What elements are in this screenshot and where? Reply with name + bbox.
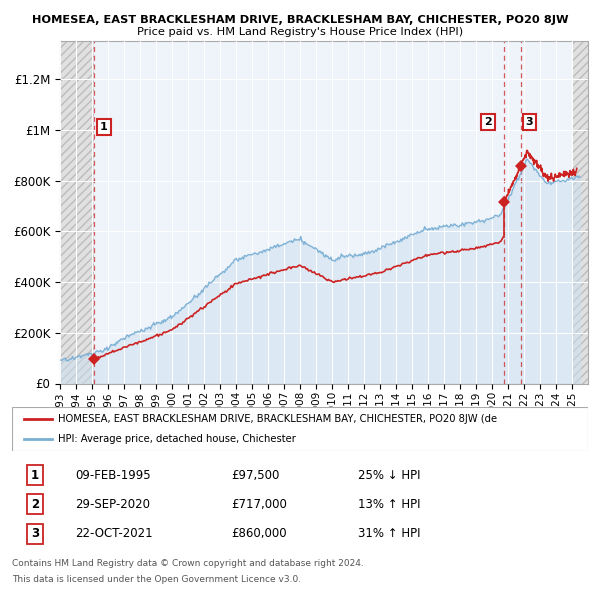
Text: 25% ↓ HPI: 25% ↓ HPI bbox=[358, 468, 420, 481]
Text: 29-SEP-2020: 29-SEP-2020 bbox=[76, 498, 151, 511]
Text: HOMESEA, EAST BRACKLESHAM DRIVE, BRACKLESHAM BAY, CHICHESTER, PO20 8JW: HOMESEA, EAST BRACKLESHAM DRIVE, BRACKLE… bbox=[32, 15, 568, 25]
Text: This data is licensed under the Open Government Licence v3.0.: This data is licensed under the Open Gov… bbox=[12, 575, 301, 584]
Text: 3: 3 bbox=[526, 117, 533, 127]
Text: 1: 1 bbox=[31, 468, 39, 481]
Text: 3: 3 bbox=[31, 527, 39, 540]
Text: 2: 2 bbox=[31, 498, 39, 511]
Text: 31% ↑ HPI: 31% ↑ HPI bbox=[358, 527, 420, 540]
Text: £717,000: £717,000 bbox=[231, 498, 287, 511]
Text: Price paid vs. HM Land Registry's House Price Index (HPI): Price paid vs. HM Land Registry's House … bbox=[137, 27, 463, 37]
Text: HPI: Average price, detached house, Chichester: HPI: Average price, detached house, Chic… bbox=[58, 434, 296, 444]
Bar bbox=[60, 41, 94, 384]
Text: 09-FEB-1995: 09-FEB-1995 bbox=[76, 468, 151, 481]
Text: 22-OCT-2021: 22-OCT-2021 bbox=[76, 527, 153, 540]
Text: HOMESEA, EAST BRACKLESHAM DRIVE, BRACKLESHAM BAY, CHICHESTER, PO20 8JW (de: HOMESEA, EAST BRACKLESHAM DRIVE, BRACKLE… bbox=[58, 415, 497, 424]
Text: £97,500: £97,500 bbox=[231, 468, 279, 481]
Text: 2: 2 bbox=[484, 117, 492, 127]
Text: Contains HM Land Registry data © Crown copyright and database right 2024.: Contains HM Land Registry data © Crown c… bbox=[12, 559, 364, 568]
Text: 13% ↑ HPI: 13% ↑ HPI bbox=[358, 498, 420, 511]
Text: £860,000: £860,000 bbox=[231, 527, 287, 540]
Text: 1: 1 bbox=[100, 122, 108, 132]
Bar bbox=[572, 41, 588, 384]
